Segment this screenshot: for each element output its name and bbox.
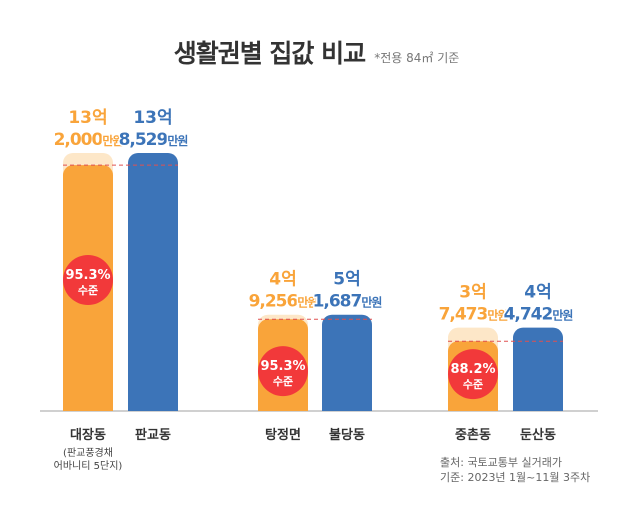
ratio-value: 95.3% xyxy=(65,268,110,283)
value-label-eok: 13억 xyxy=(68,108,107,128)
value-unit: 만원 xyxy=(102,133,122,148)
ratio-label: 수준 xyxy=(463,378,483,391)
value-label-eok: 13억 xyxy=(133,108,172,128)
value-unit: 만원 xyxy=(297,295,317,310)
ratio-value: 88.2% xyxy=(450,362,495,377)
basis-line: 기준: 2023년 1월~11월 3주차 xyxy=(440,471,591,484)
subtitle-text: *전용 84㎡ 기준 xyxy=(374,51,460,65)
ratio-label: 수준 xyxy=(78,284,98,297)
bar-둔산동 xyxy=(513,327,563,411)
value-label-eok: 5억 xyxy=(333,270,360,290)
value-label-man: 2,000만원 xyxy=(54,130,123,150)
value-label-man: 9,256만원 xyxy=(249,292,318,312)
value-label-man: 8,529만원 xyxy=(119,130,188,150)
category-label: 탕정면 xyxy=(265,427,301,443)
ratio-value: 95.3% xyxy=(260,359,305,374)
category-label: 둔산동 xyxy=(520,427,556,443)
source-line: 출처: 국토교통부 실거래가 xyxy=(440,456,563,469)
ratio-badge xyxy=(63,255,113,305)
value-label-man: 1,687만원 xyxy=(313,292,382,312)
ratio-badge xyxy=(448,349,498,400)
category-label: 판교동 xyxy=(135,427,171,443)
bar-판교동 xyxy=(128,153,178,411)
category-sublabel: (판교풍경채 xyxy=(63,446,113,459)
value-unit: 만원 xyxy=(167,133,187,148)
value-label-eok: 3억 xyxy=(459,283,486,303)
category-label: 불당동 xyxy=(329,427,365,443)
value-label-eok: 4억 xyxy=(524,283,551,303)
ratio-label: 수준 xyxy=(273,375,293,388)
title-text: 생활권별 집값 비교 xyxy=(173,39,366,68)
value-label-man: 7,473만원 xyxy=(439,305,508,325)
category-sublabel: 어바니티 5단지) xyxy=(54,460,123,472)
value-unit: 만원 xyxy=(552,308,572,323)
bar-불당동 xyxy=(322,314,372,411)
source-note: 출처: 국토교통부 실거래가 기준: 2023년 1월~11월 3주차 xyxy=(440,455,590,485)
category-label: 대장동 xyxy=(70,427,106,443)
chart-title: 생활권별 집값 비교 *전용 84㎡ 기준 xyxy=(0,34,633,70)
value-unit: 만원 xyxy=(487,308,507,323)
ratio-badge xyxy=(258,346,308,397)
value-unit: 만원 xyxy=(361,295,381,310)
category-label: 중촌동 xyxy=(455,428,491,443)
value-label-man: 4,742만원 xyxy=(504,305,573,325)
value-label-eok: 4억 xyxy=(269,270,296,290)
